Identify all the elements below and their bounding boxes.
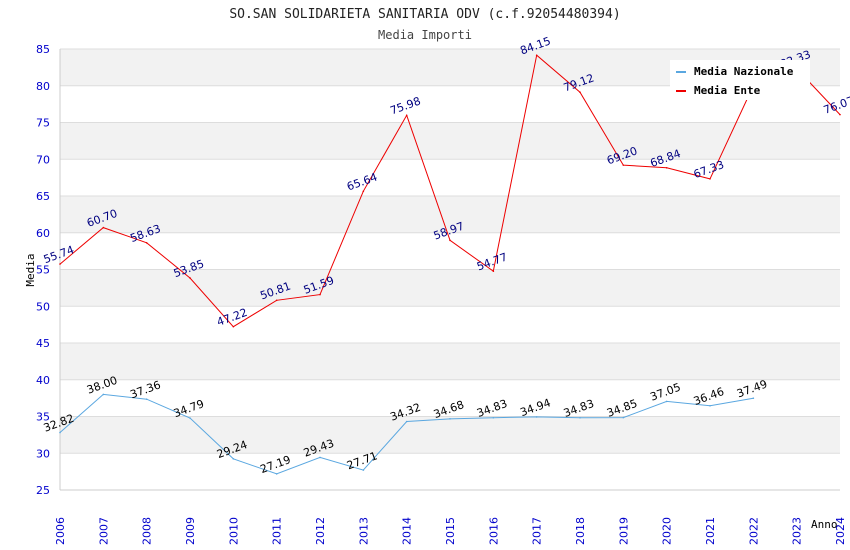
data-point — [189, 417, 191, 419]
y-tick-labels: 25 30 35 40 45 50 55 60 65 70 75 80 85 — [36, 43, 50, 497]
legend-label-media-nazionale: Media Nazionale — [694, 65, 794, 78]
x-tick-label: 2017 — [531, 517, 544, 545]
data-point — [362, 190, 365, 193]
x-tick-label: 2021 — [704, 517, 717, 545]
y-tick-label: 40 — [36, 374, 50, 387]
data-point — [232, 325, 235, 328]
data-point — [839, 113, 841, 116]
grid-bands — [60, 49, 840, 490]
y-tick-label: 85 — [36, 43, 50, 56]
x-tick-label: 2016 — [487, 517, 500, 545]
x-tick-label: 2015 — [444, 517, 457, 545]
y-tick-label: 70 — [36, 153, 50, 166]
x-tick-label: 2020 — [661, 517, 674, 545]
data-point — [492, 416, 495, 419]
data-point — [449, 418, 451, 420]
data-point — [59, 263, 61, 265]
data-point — [622, 416, 625, 419]
legend-label-media-ente: Media Ente — [694, 84, 761, 97]
grid-band — [60, 453, 840, 490]
y-tick-label: 25 — [36, 484, 50, 497]
data-point — [535, 416, 538, 418]
data-point — [232, 458, 235, 460]
data-point — [579, 91, 581, 94]
axes — [59, 49, 840, 491]
data-point — [535, 54, 538, 57]
x-tick-label: 2006 — [54, 517, 67, 545]
grid-band — [60, 306, 840, 343]
series-lines — [59, 54, 841, 475]
data-point — [59, 431, 61, 434]
data-point — [405, 420, 408, 423]
grid-band — [60, 416, 840, 454]
data-point — [752, 397, 755, 399]
y-tick-label: 30 — [36, 447, 50, 460]
x-axis-title: Anno — [811, 518, 838, 531]
data-point — [622, 164, 625, 166]
data-point — [102, 393, 105, 396]
y-tick-label: 55 — [36, 264, 50, 277]
chart-title: SO.SAN SOLIDARIETA SANITARIA ODV (c.f.92… — [229, 7, 620, 22]
y-tick-label: 80 — [36, 80, 50, 93]
data-point — [275, 299, 278, 302]
y-tick-label: 35 — [36, 411, 50, 424]
data-point — [189, 277, 191, 279]
grid-band — [60, 122, 840, 160]
data-point — [405, 114, 408, 117]
legend-box — [670, 60, 810, 100]
y-tick-label: 50 — [36, 300, 50, 313]
grid-band — [60, 232, 840, 270]
data-point — [145, 242, 148, 244]
x-tick-label: 2007 — [97, 517, 110, 545]
data-point — [665, 166, 668, 169]
x-tick-label: 2008 — [141, 517, 154, 545]
data-point — [362, 469, 365, 471]
x-tick-label: 2014 — [401, 517, 414, 545]
y-axis-title: Media — [24, 253, 37, 286]
y-tick-label: 75 — [36, 117, 50, 130]
x-tick-label: 2011 — [271, 517, 284, 545]
chart-subtitle: Media Importi — [378, 28, 472, 42]
grid-band — [60, 379, 840, 417]
x-tick-labels: 2006 2007 2008 2009 2010 2011 2012 2013 2014 2015… — [54, 517, 847, 545]
x-tick-label: 2018 — [574, 517, 587, 545]
data-point — [102, 226, 105, 229]
x-tick-label: 2022 — [747, 517, 760, 545]
data-point — [665, 400, 668, 403]
data-point — [579, 416, 581, 419]
grid-band — [60, 159, 840, 196]
data-point — [145, 398, 148, 400]
grid-band — [60, 196, 840, 233]
data-point — [709, 404, 711, 407]
x-tick-label: 2012 — [314, 517, 327, 545]
data-point — [275, 473, 278, 475]
x-tick-label: 2013 — [357, 517, 370, 545]
x-tick-label: 2023 — [791, 517, 804, 545]
grid-band — [60, 269, 840, 307]
data-point — [319, 293, 321, 296]
legend: Media Nazionale Media Ente — [670, 60, 810, 100]
x-tick-label: 2024 — [834, 517, 847, 545]
data-point — [492, 270, 495, 272]
data-point — [449, 239, 451, 242]
grid-band — [60, 343, 840, 380]
x-tick-label: 2019 — [617, 517, 630, 545]
y-tick-label: 45 — [36, 337, 50, 350]
y-tick-label: 65 — [36, 190, 50, 203]
data-point — [319, 456, 321, 459]
x-tick-label: 2010 — [227, 517, 240, 545]
y-tick-label: 60 — [36, 227, 50, 240]
data-point — [709, 178, 711, 180]
x-tick-label: 2009 — [184, 517, 197, 545]
